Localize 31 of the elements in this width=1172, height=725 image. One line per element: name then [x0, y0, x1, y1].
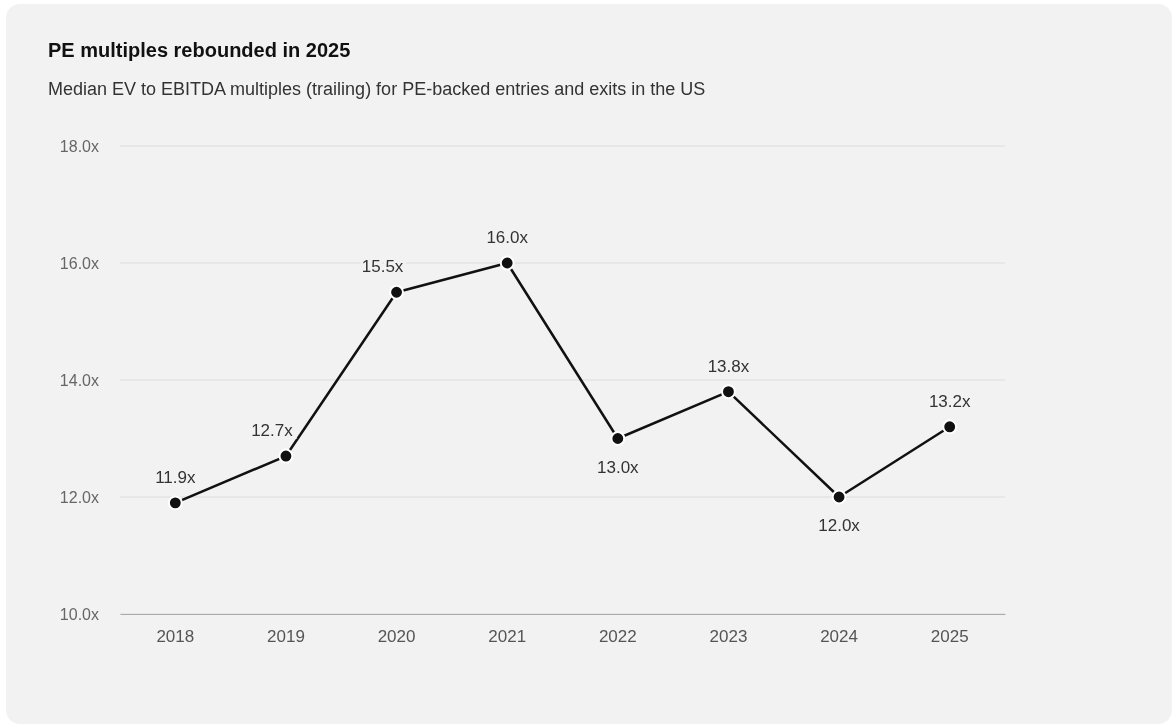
point [499, 255, 515, 271]
x-tick-label: 2020 [377, 627, 416, 647]
x-tick-label: 2021 [488, 627, 527, 647]
point [278, 448, 294, 464]
x-tick-label: 2023 [709, 627, 748, 647]
point [389, 284, 404, 300]
data-label: 12.0x [818, 516, 861, 535]
point [831, 489, 847, 505]
data-label: 16.0x [486, 228, 529, 247]
data-label: 13.2x [928, 391, 971, 411]
data-label: 13.0x [597, 457, 640, 477]
point [942, 419, 958, 435]
chart-subtitle: Median EV to EBITDA multiples (trailing) for PE-backed entries and exits in the US [48, 79, 706, 99]
y-tick-label: 18.0x [59, 137, 99, 155]
chart-title: PE multiples rebounded in 2025 [48, 39, 351, 61]
data-label: 12.7x [251, 421, 294, 441]
y-tick-label: 16.0x [59, 254, 99, 272]
x-tick-label: 2022 [598, 627, 637, 647]
x-tick-label: 2019 [267, 627, 305, 647]
point [721, 384, 736, 400]
y-tick-label: 10.0x [59, 605, 99, 623]
y-tick-label: 12.0x [59, 488, 99, 506]
data-label: 11.9x [155, 467, 196, 487]
x-tick-label: 2018 [156, 627, 195, 647]
point [167, 495, 183, 511]
data-label: 15.5x [361, 257, 404, 277]
x-tick-label: 2025 [930, 627, 969, 647]
data-label: 13.8x [707, 356, 750, 376]
point [610, 431, 626, 446]
x-tick-label: 2024 [820, 627, 858, 647]
y-tick-label: 14.0x [59, 371, 99, 389]
